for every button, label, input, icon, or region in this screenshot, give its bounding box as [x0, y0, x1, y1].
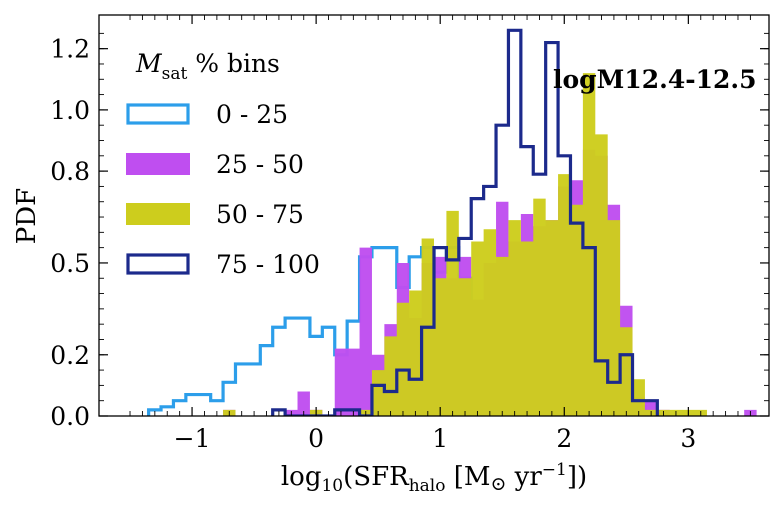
y-tick-label: 1.2: [50, 35, 90, 64]
x-tick-label: 3: [680, 424, 696, 453]
axes-frame: [98, 14, 770, 417]
legend-swatch-25-to-50: [126, 153, 190, 175]
series-50-to-75-filled-histogram: [223, 73, 707, 416]
series-layer: [147, 28, 757, 416]
x-tick-label: 0: [308, 424, 324, 453]
y-tick-label: 0.5: [50, 249, 90, 278]
legend-swatch-50-to-75: [126, 203, 190, 225]
legend-swatch-75-to-100: [126, 253, 190, 275]
legend-label-0-to-25: 0 - 25: [216, 100, 288, 129]
legend: Msat % bins 0 - 25 25 - 50 50 - 75 75 - 100: [126, 49, 320, 279]
y-tick-label: 0.2: [50, 341, 90, 370]
x-tick-label: 1: [432, 424, 448, 453]
x-tick-label: −1: [174, 424, 211, 453]
series-75-to-100-step-histogram: [271, 28, 659, 416]
y-tick-label: 0.0: [50, 402, 90, 431]
legend-label-50-to-75: 50 - 75: [216, 200, 304, 229]
halo-mass-annotation: logM12.4-12.5: [553, 65, 756, 94]
legend-swatch-0-to-25: [126, 103, 190, 125]
x-axis-title: log10(SFRhalo [M⊙ yr−1]): [281, 460, 587, 496]
y-tick-label: 0.8: [50, 157, 90, 186]
legend-label-25-to-50: 25 - 50: [216, 150, 304, 179]
legend-label-75-to-100: 75 - 100: [216, 250, 320, 279]
y-tick-label: 1.0: [50, 96, 90, 125]
x-tick-label: 2: [556, 424, 572, 453]
legend-title: Msat % bins: [135, 49, 280, 84]
y-axis-title: PDF: [12, 188, 42, 244]
ticks-layer: −1 0 1 2 3 0.0 0.2 0.5 0.8 1.0 1.2: [50, 15, 769, 453]
